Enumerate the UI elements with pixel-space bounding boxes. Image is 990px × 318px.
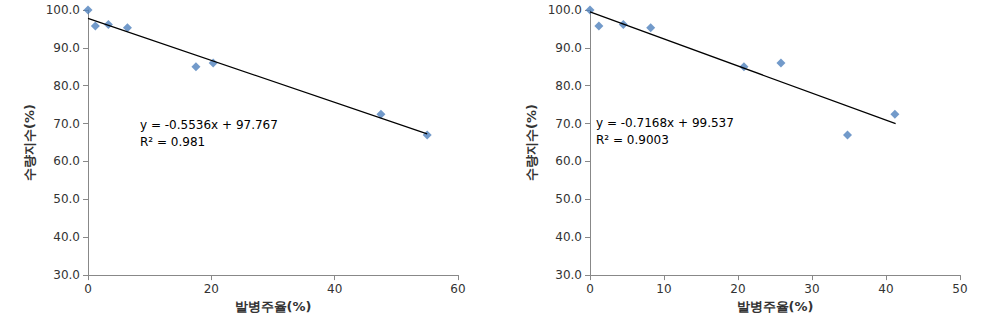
svg-text:50.0: 50.0 (53, 192, 80, 206)
svg-text:80.0: 80.0 (53, 79, 80, 93)
svg-text:30.0: 30.0 (555, 268, 582, 282)
svg-text:40.0: 40.0 (555, 230, 582, 244)
svg-text:30.0: 30.0 (53, 268, 80, 282)
svg-text:60: 60 (450, 282, 465, 296)
svg-text:0: 0 (84, 282, 92, 296)
svg-text:50: 50 (952, 282, 967, 296)
svg-text:R² = 0.9003: R² = 0.9003 (596, 133, 669, 147)
svg-text:40.0: 40.0 (53, 230, 80, 244)
svg-text:60.0: 60.0 (53, 154, 80, 168)
svg-text:100.0: 100.0 (46, 3, 80, 17)
svg-text:수량지수(%): 수량지수(%) (524, 104, 539, 181)
svg-text:90.0: 90.0 (53, 41, 80, 55)
svg-text:100.0: 100.0 (548, 3, 582, 17)
svg-text:30: 30 (804, 282, 819, 296)
svg-text:90.0: 90.0 (555, 41, 582, 55)
svg-text:50.0: 50.0 (555, 192, 582, 206)
svg-text:0: 0 (586, 282, 594, 296)
svg-text:y = -0.7168x + 99.537: y = -0.7168x + 99.537 (596, 116, 734, 130)
svg-text:발병주율(%): 발병주율(%) (737, 299, 814, 314)
svg-text:40: 40 (878, 282, 893, 296)
svg-text:y = -0.5536x + 97.767: y = -0.5536x + 97.767 (140, 118, 278, 132)
svg-text:70.0: 70.0 (53, 117, 80, 131)
svg-text:발병주율(%): 발병주율(%) (235, 299, 312, 314)
svg-text:20: 20 (730, 282, 745, 296)
svg-text:60.0: 60.0 (555, 154, 582, 168)
svg-text:10: 10 (656, 282, 671, 296)
svg-text:수량지수(%): 수량지수(%) (22, 104, 37, 181)
svg-text:R² = 0.981: R² = 0.981 (140, 135, 205, 149)
svg-text:70.0: 70.0 (555, 117, 582, 131)
svg-text:80.0: 80.0 (555, 79, 582, 93)
svg-text:40: 40 (327, 282, 342, 296)
svg-text:20: 20 (204, 282, 219, 296)
